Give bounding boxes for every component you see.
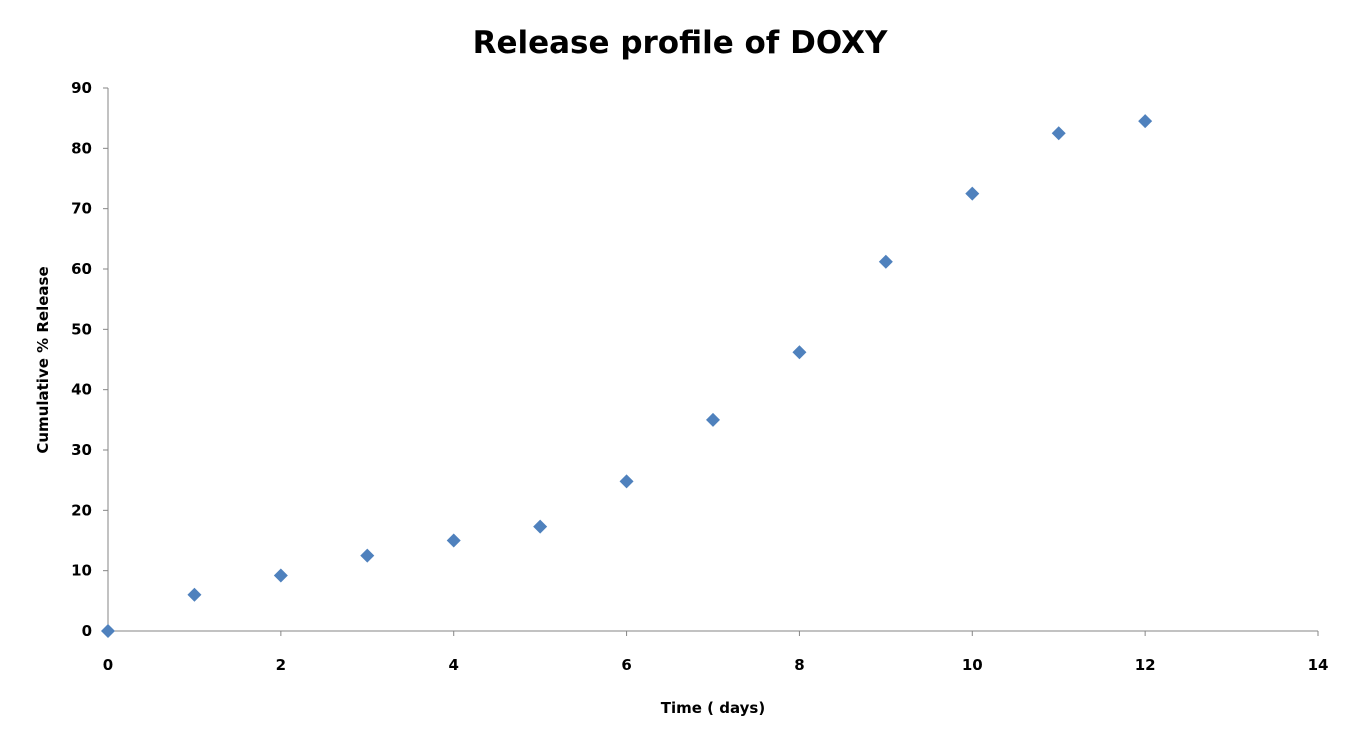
data-point: [706, 412, 720, 427]
data-point: [273, 568, 288, 583]
data-point: [360, 548, 375, 563]
x-tick-label: 10: [962, 656, 983, 674]
x-tick-label: 6: [621, 656, 631, 674]
data-point: [446, 533, 461, 548]
x-tick-label: 2: [276, 656, 286, 674]
x-axis-label: Time ( days): [661, 699, 765, 717]
data-point: [878, 254, 893, 269]
chart-title: Release profile of DOXY: [473, 25, 888, 61]
data-point: [101, 624, 115, 638]
y-tick-label: 60: [71, 260, 92, 278]
y-tick-label: 70: [71, 200, 92, 218]
data-point: [965, 186, 980, 201]
x-tick-label: 12: [1135, 656, 1156, 674]
y-axis-label: Cumulative % Release: [34, 266, 52, 453]
x-tick-label: 8: [794, 656, 804, 674]
y-tick-label: 0: [82, 622, 92, 640]
x-tick-label: 4: [448, 656, 458, 674]
data-point: [619, 474, 634, 489]
y-tick-label: 20: [71, 501, 92, 519]
data-point: [792, 345, 807, 360]
y-axis-ticks: 0 10 20 30 40 50 60 70 80 90: [71, 79, 108, 640]
y-tick-label: 90: [71, 79, 92, 97]
data-point: [533, 519, 548, 534]
plot-area: 0 10 20 30 40 50 60 70 80 90 0 2 4 6 8 10 12 14: [71, 79, 1328, 674]
data-point: [187, 587, 202, 602]
data-point: [1051, 126, 1066, 141]
y-tick-label: 40: [71, 381, 92, 399]
y-tick-label: 50: [71, 320, 92, 338]
y-tick-label: 80: [71, 139, 92, 157]
data-points: [101, 114, 1153, 638]
x-axis-ticks: 0 2 4 6 8 10 12 14: [103, 631, 1329, 674]
x-tick-label: 14: [1308, 656, 1329, 674]
y-tick-label: 30: [71, 441, 92, 459]
y-tick-label: 10: [71, 562, 92, 580]
data-point: [1138, 114, 1153, 129]
x-tick-label: 0: [103, 656, 113, 674]
